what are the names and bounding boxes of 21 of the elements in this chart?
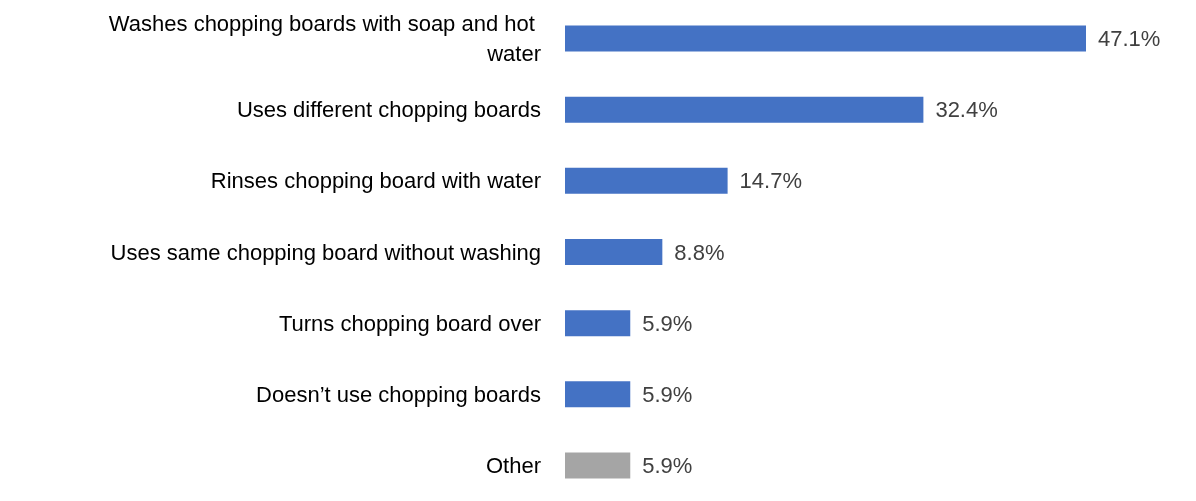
bar [565,452,631,479]
data-label: 5.9% [642,310,693,336]
data-label: 32.4% [935,97,998,123]
data-label: 5.9% [642,381,693,407]
bar [565,239,663,265]
data-label: 14.7% [739,168,802,194]
y-tick-label: Uses same chopping board without washing [110,239,541,265]
y-tick-label: Doesn’t use chopping boards [256,381,541,407]
y-tick-label: Uses different chopping boards [236,97,541,123]
data-label: 8.8% [674,239,725,265]
bar [565,25,1086,52]
bar [565,96,924,123]
y-tick-label: Other [485,452,541,478]
bar [565,381,631,408]
data-label: 5.9% [642,452,693,478]
bar [565,310,631,337]
bar [565,167,728,194]
y-tick-label: Rinses chopping board with water [210,168,541,194]
data-label: 47.1% [1098,26,1161,52]
y-tick-label: Turns chopping board over [278,310,541,336]
y-tick-label: Washes chopping boards with soap and hot water [108,11,541,67]
